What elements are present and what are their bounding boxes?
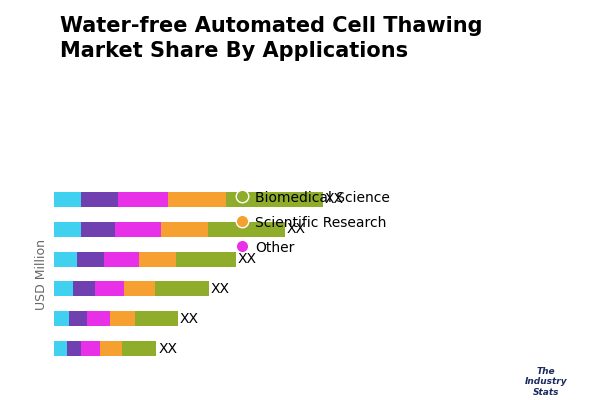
Bar — [115, 222, 161, 237]
Bar — [110, 311, 135, 326]
Text: XX: XX — [287, 222, 306, 236]
Legend: Biomedical Science, Scientific Research, Other: Biomedical Science, Scientific Research,… — [237, 191, 390, 255]
Bar — [54, 282, 73, 296]
Bar — [168, 192, 226, 207]
Bar — [54, 252, 77, 266]
Bar — [139, 252, 176, 266]
Bar — [104, 252, 139, 266]
Text: The
Industry
Stats: The Industry Stats — [524, 367, 568, 397]
Bar — [87, 311, 110, 326]
Bar — [81, 192, 118, 207]
Bar — [81, 222, 115, 237]
Bar — [226, 192, 323, 207]
Bar — [67, 341, 81, 356]
Bar — [176, 252, 236, 266]
Text: XX: XX — [179, 312, 199, 326]
Bar — [208, 222, 285, 237]
Bar — [100, 341, 122, 356]
Bar — [70, 311, 87, 326]
Bar — [54, 341, 67, 356]
Bar — [124, 282, 155, 296]
Bar — [77, 252, 104, 266]
Bar — [54, 192, 81, 207]
Text: XX: XX — [238, 252, 257, 266]
Text: Water-free Automated Cell Thawing
Market Share By Applications: Water-free Automated Cell Thawing Market… — [60, 16, 482, 61]
Bar — [54, 311, 70, 326]
Text: XX: XX — [211, 282, 230, 296]
Bar — [122, 341, 157, 356]
Bar — [54, 222, 81, 237]
Bar — [73, 282, 95, 296]
Text: XX: XX — [325, 192, 344, 206]
Text: XX: XX — [158, 342, 178, 356]
Bar — [135, 311, 178, 326]
Bar — [161, 222, 208, 237]
Y-axis label: USD Million: USD Million — [35, 238, 49, 310]
Bar — [118, 192, 168, 207]
Bar — [155, 282, 209, 296]
Bar — [81, 341, 100, 356]
Bar — [95, 282, 124, 296]
